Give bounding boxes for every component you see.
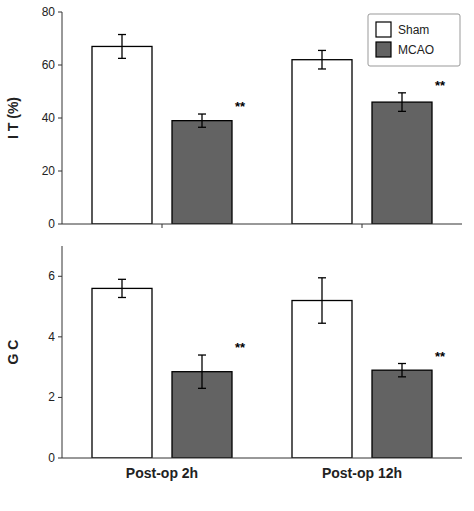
legend-frame [368, 14, 460, 66]
error-bar [198, 355, 206, 388]
legend-swatch [376, 22, 391, 37]
error-line [201, 114, 202, 127]
significance: ** [435, 78, 446, 93]
legend-label: Sham [398, 23, 429, 37]
error-line [321, 50, 322, 69]
error-cap [318, 323, 326, 324]
y-tick [58, 276, 62, 277]
y-tick-label: 0 [48, 451, 55, 465]
y-tick [58, 171, 62, 172]
error-cap [398, 363, 406, 364]
marks [92, 278, 432, 458]
y-tick [58, 397, 62, 398]
error-cap [318, 277, 326, 278]
error-bar [118, 279, 126, 297]
y-tick-label: 0 [48, 217, 55, 231]
y-axis-label: G C [5, 340, 21, 365]
error-cap [398, 92, 406, 93]
error-line [121, 35, 122, 59]
x-tick-label: Post-op 2h [126, 465, 198, 481]
y-tick [58, 118, 62, 119]
x-tick [362, 224, 363, 228]
error-cap [398, 376, 406, 377]
error-bar [398, 364, 406, 377]
y-tick [58, 12, 62, 13]
legend: Sham MCAO [368, 14, 460, 66]
panel: ** ** 0 20 40 60 80 I T (%) Sham MCAO [5, 5, 462, 231]
error-line [121, 279, 122, 297]
y-tick-label: 4 [48, 330, 55, 344]
significance: ** [235, 99, 246, 114]
y-tick-label: 2 [48, 390, 55, 404]
y-axis [62, 246, 63, 458]
error-line [201, 355, 202, 388]
error-bar [118, 35, 126, 59]
error-bar [318, 50, 326, 69]
y-tick-label: 20 [42, 164, 56, 178]
y-axis-label: I T (%) [5, 97, 21, 139]
bar [92, 46, 152, 224]
x-tick-label: Post-op 12h [322, 465, 402, 481]
error-bar [398, 93, 406, 112]
error-cap [198, 127, 206, 128]
error-cap [118, 297, 126, 298]
y-tick-label: 40 [42, 111, 56, 125]
error-bar [198, 114, 206, 127]
significance: ** [235, 340, 246, 355]
bar [172, 121, 232, 224]
error-cap [398, 111, 406, 112]
error-cap [318, 50, 326, 51]
significance: ** [435, 349, 446, 364]
x-tick [162, 224, 163, 228]
legend-swatch [376, 42, 391, 57]
error-cap [318, 68, 326, 69]
error-cap [198, 388, 206, 389]
error-line [401, 364, 402, 377]
y-tick-label: 60 [42, 58, 56, 72]
error-line [321, 278, 322, 323]
bar [92, 288, 152, 458]
bar [372, 102, 432, 224]
y-tick [58, 458, 62, 459]
error-line [401, 93, 402, 112]
error-cap [118, 58, 126, 59]
bar [292, 301, 352, 458]
bar [372, 370, 432, 458]
y-tick [58, 224, 62, 225]
error-cap [198, 354, 206, 355]
y-tick [58, 336, 62, 337]
y-tick [58, 65, 62, 66]
error-cap [118, 279, 126, 280]
y-tick-label: 6 [48, 269, 55, 283]
error-bar [318, 278, 326, 323]
x-axis [62, 224, 462, 225]
panel: ** ** 0 2 4 6 Post-op 2h Post-op 12h G C [5, 246, 462, 481]
y-tick-label: 80 [42, 5, 56, 19]
bar [292, 60, 352, 224]
error-cap [118, 34, 126, 35]
error-cap [198, 113, 206, 114]
legend-label: MCAO [398, 43, 434, 57]
x-axis [62, 458, 462, 459]
figure: ** ** 0 20 40 60 80 I T (%) Sham MCAO ** ** 0 2 4 6 Post… [0, 0, 474, 511]
